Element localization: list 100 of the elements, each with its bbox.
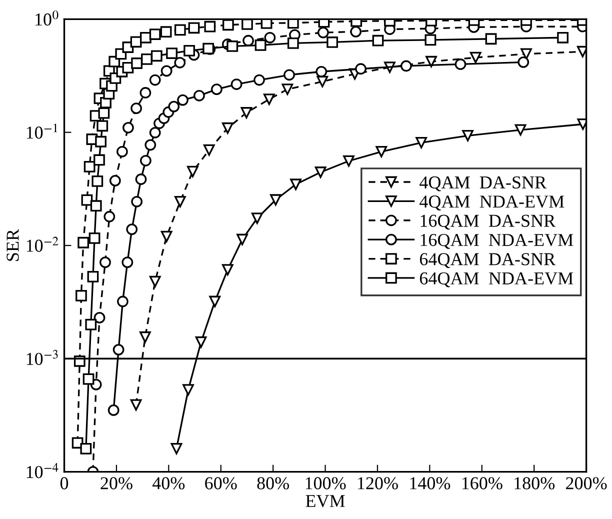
x-tick-label: 140% (410, 477, 450, 490)
point (186, 166, 198, 178)
point (100, 256, 111, 268)
point (85, 318, 97, 330)
x-tick-label: 120% (358, 477, 398, 490)
point (184, 44, 195, 56)
point (160, 26, 172, 38)
point (416, 137, 428, 148)
point (149, 28, 161, 40)
point (424, 34, 436, 46)
point (518, 56, 530, 68)
point (96, 120, 108, 132)
point (314, 166, 326, 178)
x-tick-label: 40% (152, 477, 185, 490)
x-tick-label: 100% (306, 477, 346, 490)
point (222, 122, 234, 134)
point (135, 174, 147, 185)
point (264, 32, 276, 44)
point (290, 178, 302, 190)
point (94, 312, 106, 324)
y-tick-label: 10$^{−1}$ (26, 124, 58, 139)
point (112, 344, 124, 356)
point (211, 84, 222, 96)
point (150, 50, 162, 62)
point (126, 224, 138, 235)
point (316, 66, 328, 78)
legend-label: 16QAM DA-SNR (420, 214, 556, 230)
legend-label: 16QAM NDA-EVM (420, 234, 574, 249)
point (254, 74, 265, 86)
point (90, 200, 102, 212)
y-tick-label: 10$^{−3}$ (26, 350, 58, 365)
y-tick-label: 10$^{−2}$ (26, 236, 58, 252)
point (122, 256, 134, 268)
point (236, 234, 248, 246)
x-tick-label: 20% (100, 477, 132, 490)
legend-label: 4QAM NDA-EVM (420, 196, 564, 210)
point (104, 210, 116, 222)
point (84, 161, 96, 172)
point (130, 36, 142, 48)
point (141, 54, 152, 65)
point (98, 107, 110, 119)
point (557, 32, 568, 44)
point (350, 26, 362, 38)
point (177, 94, 188, 106)
point (174, 24, 186, 36)
point (260, 19, 272, 29)
point (140, 32, 152, 44)
point (94, 154, 105, 166)
point (194, 90, 205, 102)
y-tick-label: 10$^{0}$ (36, 10, 58, 26)
point (168, 100, 180, 112)
point (131, 196, 143, 208)
point (188, 22, 200, 34)
point (130, 399, 142, 411)
point (160, 230, 172, 242)
point (149, 74, 161, 86)
point (376, 146, 388, 158)
point (372, 34, 384, 46)
point (326, 36, 338, 48)
point (470, 52, 482, 64)
point (109, 174, 121, 186)
point (108, 404, 120, 416)
x-tick-label: 80% (257, 477, 290, 490)
x-tick-label: 0 (60, 477, 68, 490)
point (284, 69, 295, 81)
point (222, 19, 234, 31)
point (149, 276, 161, 288)
point (88, 232, 100, 244)
point (287, 37, 299, 49)
point (117, 296, 128, 308)
point (87, 270, 99, 282)
point (254, 40, 266, 51)
point (140, 154, 152, 166)
point (80, 442, 92, 454)
legend-label: 64QAM DA-SNR (420, 253, 556, 268)
point (485, 33, 497, 45)
point (242, 34, 254, 46)
x-tick-label: 200% (566, 477, 607, 490)
x-tick-label: 60% (205, 477, 237, 490)
point (514, 124, 526, 136)
point (182, 384, 194, 396)
point (287, 19, 299, 29)
point (174, 56, 186, 68)
point (76, 290, 87, 302)
point (95, 136, 106, 148)
point (149, 126, 161, 138)
point (282, 84, 294, 96)
point (122, 122, 134, 134)
x-axis-title: EVM (306, 495, 345, 508)
y-tick-label: 10$^{−4}$ (26, 463, 58, 478)
point (270, 194, 282, 206)
point (195, 336, 207, 348)
point (454, 58, 466, 70)
point (462, 130, 474, 142)
point (140, 87, 152, 98)
point (144, 139, 156, 151)
point (81, 194, 93, 206)
point (226, 40, 238, 52)
legend-label: 4QAM DA-SNR (420, 176, 547, 192)
point (355, 63, 366, 75)
